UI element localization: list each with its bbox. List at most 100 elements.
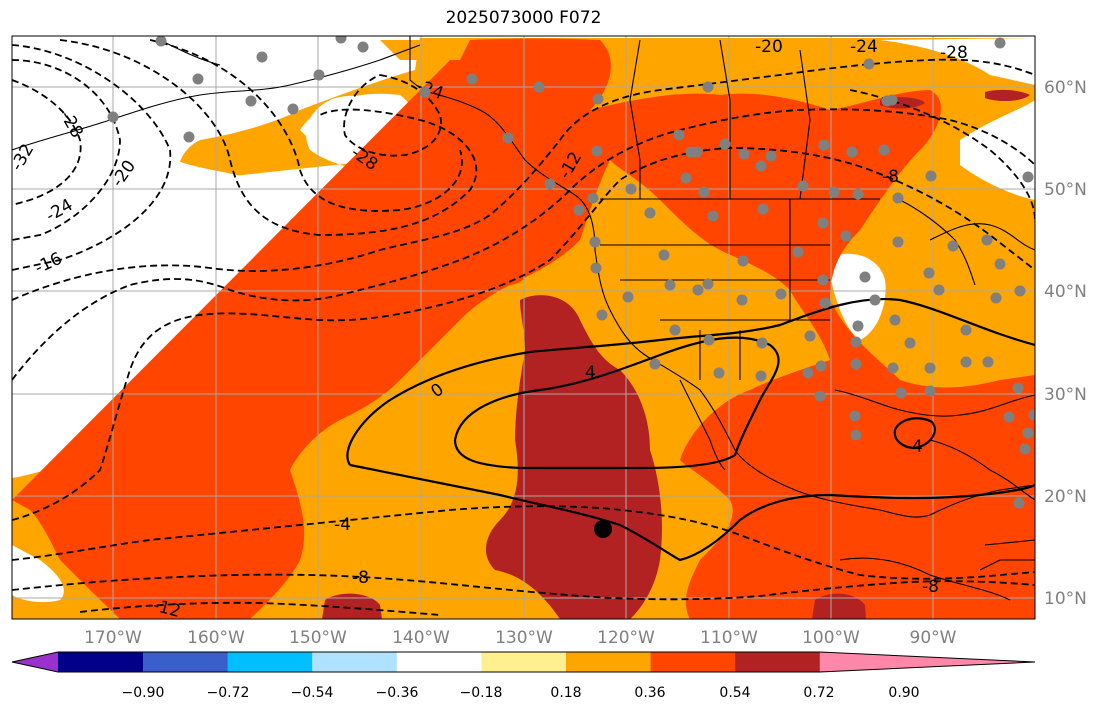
station-dot: [544, 178, 556, 190]
station-dot: [755, 160, 767, 172]
station-dot: [155, 36, 167, 47]
station-dot: [573, 204, 585, 216]
lon-tick: 170°W: [84, 628, 142, 648]
station-dot: [1019, 443, 1031, 455]
station-dot: [256, 51, 268, 63]
station-dot: [738, 148, 750, 160]
station-dot: [850, 358, 862, 370]
station-dot: [669, 324, 681, 336]
lat-tick: 20°N: [1044, 487, 1087, 507]
station-dot: [719, 138, 731, 150]
lon-tick: 150°W: [289, 628, 347, 648]
station-dot: [1028, 409, 1035, 421]
colorbar-tick-label: 0.90: [888, 685, 919, 701]
station-dot: [887, 362, 899, 374]
colorbar-tick-label: −0.18: [460, 685, 503, 701]
station-dot: [775, 288, 787, 300]
station-dot: [702, 278, 714, 290]
station-dot: [982, 356, 994, 368]
lon-tick: 120°W: [597, 628, 655, 648]
station-dot: [1013, 497, 1025, 509]
colorbar-segment: [143, 652, 229, 672]
station-dot: [1014, 285, 1026, 297]
station-dot: [502, 132, 514, 144]
colorbar-segment: [735, 652, 821, 672]
colorbar-segment: [650, 652, 736, 672]
station-dot: [664, 279, 676, 291]
shading-darkred: [322, 89, 1030, 619]
station-dot: [849, 410, 861, 422]
station-dot: [692, 284, 704, 296]
station-dot: [466, 73, 478, 85]
lon-tick: 130°W: [495, 628, 553, 648]
station-dot: [591, 145, 603, 157]
lat-axis: 60°N 50°N 40°N 30°N 20°N 10°N: [1044, 78, 1087, 609]
dashed-contour-label: -4: [334, 515, 351, 535]
station-dot: [1022, 171, 1034, 183]
station-dot: [818, 139, 830, 151]
station-dot: [850, 429, 862, 441]
station-dot: [596, 309, 608, 321]
colorbar-labels: −0.90 −0.72 −0.54 −0.36 −0.18 0.18 0.36 …: [122, 685, 920, 701]
lon-tick: 100°W: [802, 628, 860, 648]
map-area: 0 4 4 -28 -32 -20 -24 -16 -28 -24 -20 -2…: [12, 36, 1035, 619]
colorbar-tick-label: 0.36: [634, 685, 665, 701]
map-title: 2025073000 F072: [445, 8, 602, 28]
colorbar-tick-label: 0.18: [550, 685, 581, 701]
station-dot: [1003, 411, 1015, 423]
lon-axis: 170°W 160°W 150°W 140°W 130°W 120°W 110°…: [84, 628, 957, 648]
lat-tick: 10°N: [1044, 589, 1087, 609]
station-dot: [1012, 382, 1024, 394]
station-dot: [819, 297, 831, 309]
station-dot: [335, 36, 347, 44]
colorbar-segment: [481, 652, 567, 672]
station-dot: [713, 367, 725, 379]
station-dot: [852, 320, 864, 332]
station-dot: [703, 334, 715, 346]
station-dot: [863, 58, 875, 70]
station-dot: [756, 337, 768, 349]
station-dot: [592, 93, 604, 105]
station-dot: [590, 262, 602, 274]
colorbar-segment: [396, 652, 482, 672]
colorbar-segment: [312, 652, 398, 672]
station-dot: [192, 73, 204, 85]
solid-contour-label: 4: [585, 363, 596, 383]
lon-tick: 110°W: [700, 628, 758, 648]
station-dot: [925, 170, 937, 182]
solid-contour-label: 4: [912, 437, 923, 457]
station-dot: [736, 294, 748, 306]
colorbar-extend-high: [819, 652, 1035, 672]
dashed-contour-label: -8: [352, 568, 369, 588]
station-dot: [702, 81, 714, 93]
colorbar-segment: [566, 652, 652, 672]
station-dot: [981, 234, 993, 246]
station-dot: [804, 330, 816, 342]
station-dot: [589, 236, 601, 248]
station-dot: [755, 370, 767, 382]
station-dot: [245, 95, 257, 107]
colorbar-tick-label: 0.54: [719, 685, 750, 701]
station-dot: [850, 336, 862, 348]
station-dot: [878, 144, 890, 156]
station-dot: [313, 69, 325, 81]
station-dot: [107, 111, 119, 123]
lat-tick: 50°N: [1044, 180, 1087, 200]
station-dot: [792, 246, 804, 258]
station-dot: [859, 271, 871, 283]
station-dot: [815, 360, 827, 372]
dashed-contour-label: -8: [922, 577, 939, 597]
colorbar-tick-label: −0.90: [122, 685, 165, 701]
station-dot: [680, 172, 692, 184]
colorbar-tick-label: −0.72: [207, 685, 250, 701]
station-dot: [892, 236, 904, 248]
colorbar-tick-label: −0.36: [376, 685, 419, 701]
dashed-contour-label: -8: [882, 167, 899, 187]
station-dot: [994, 258, 1006, 270]
station-dot: [357, 41, 369, 53]
station-dot: [765, 150, 777, 162]
station-dot: [625, 183, 637, 195]
station-dot: [419, 86, 431, 98]
lon-tick: 140°W: [392, 628, 450, 648]
station-dot: [990, 292, 1002, 304]
